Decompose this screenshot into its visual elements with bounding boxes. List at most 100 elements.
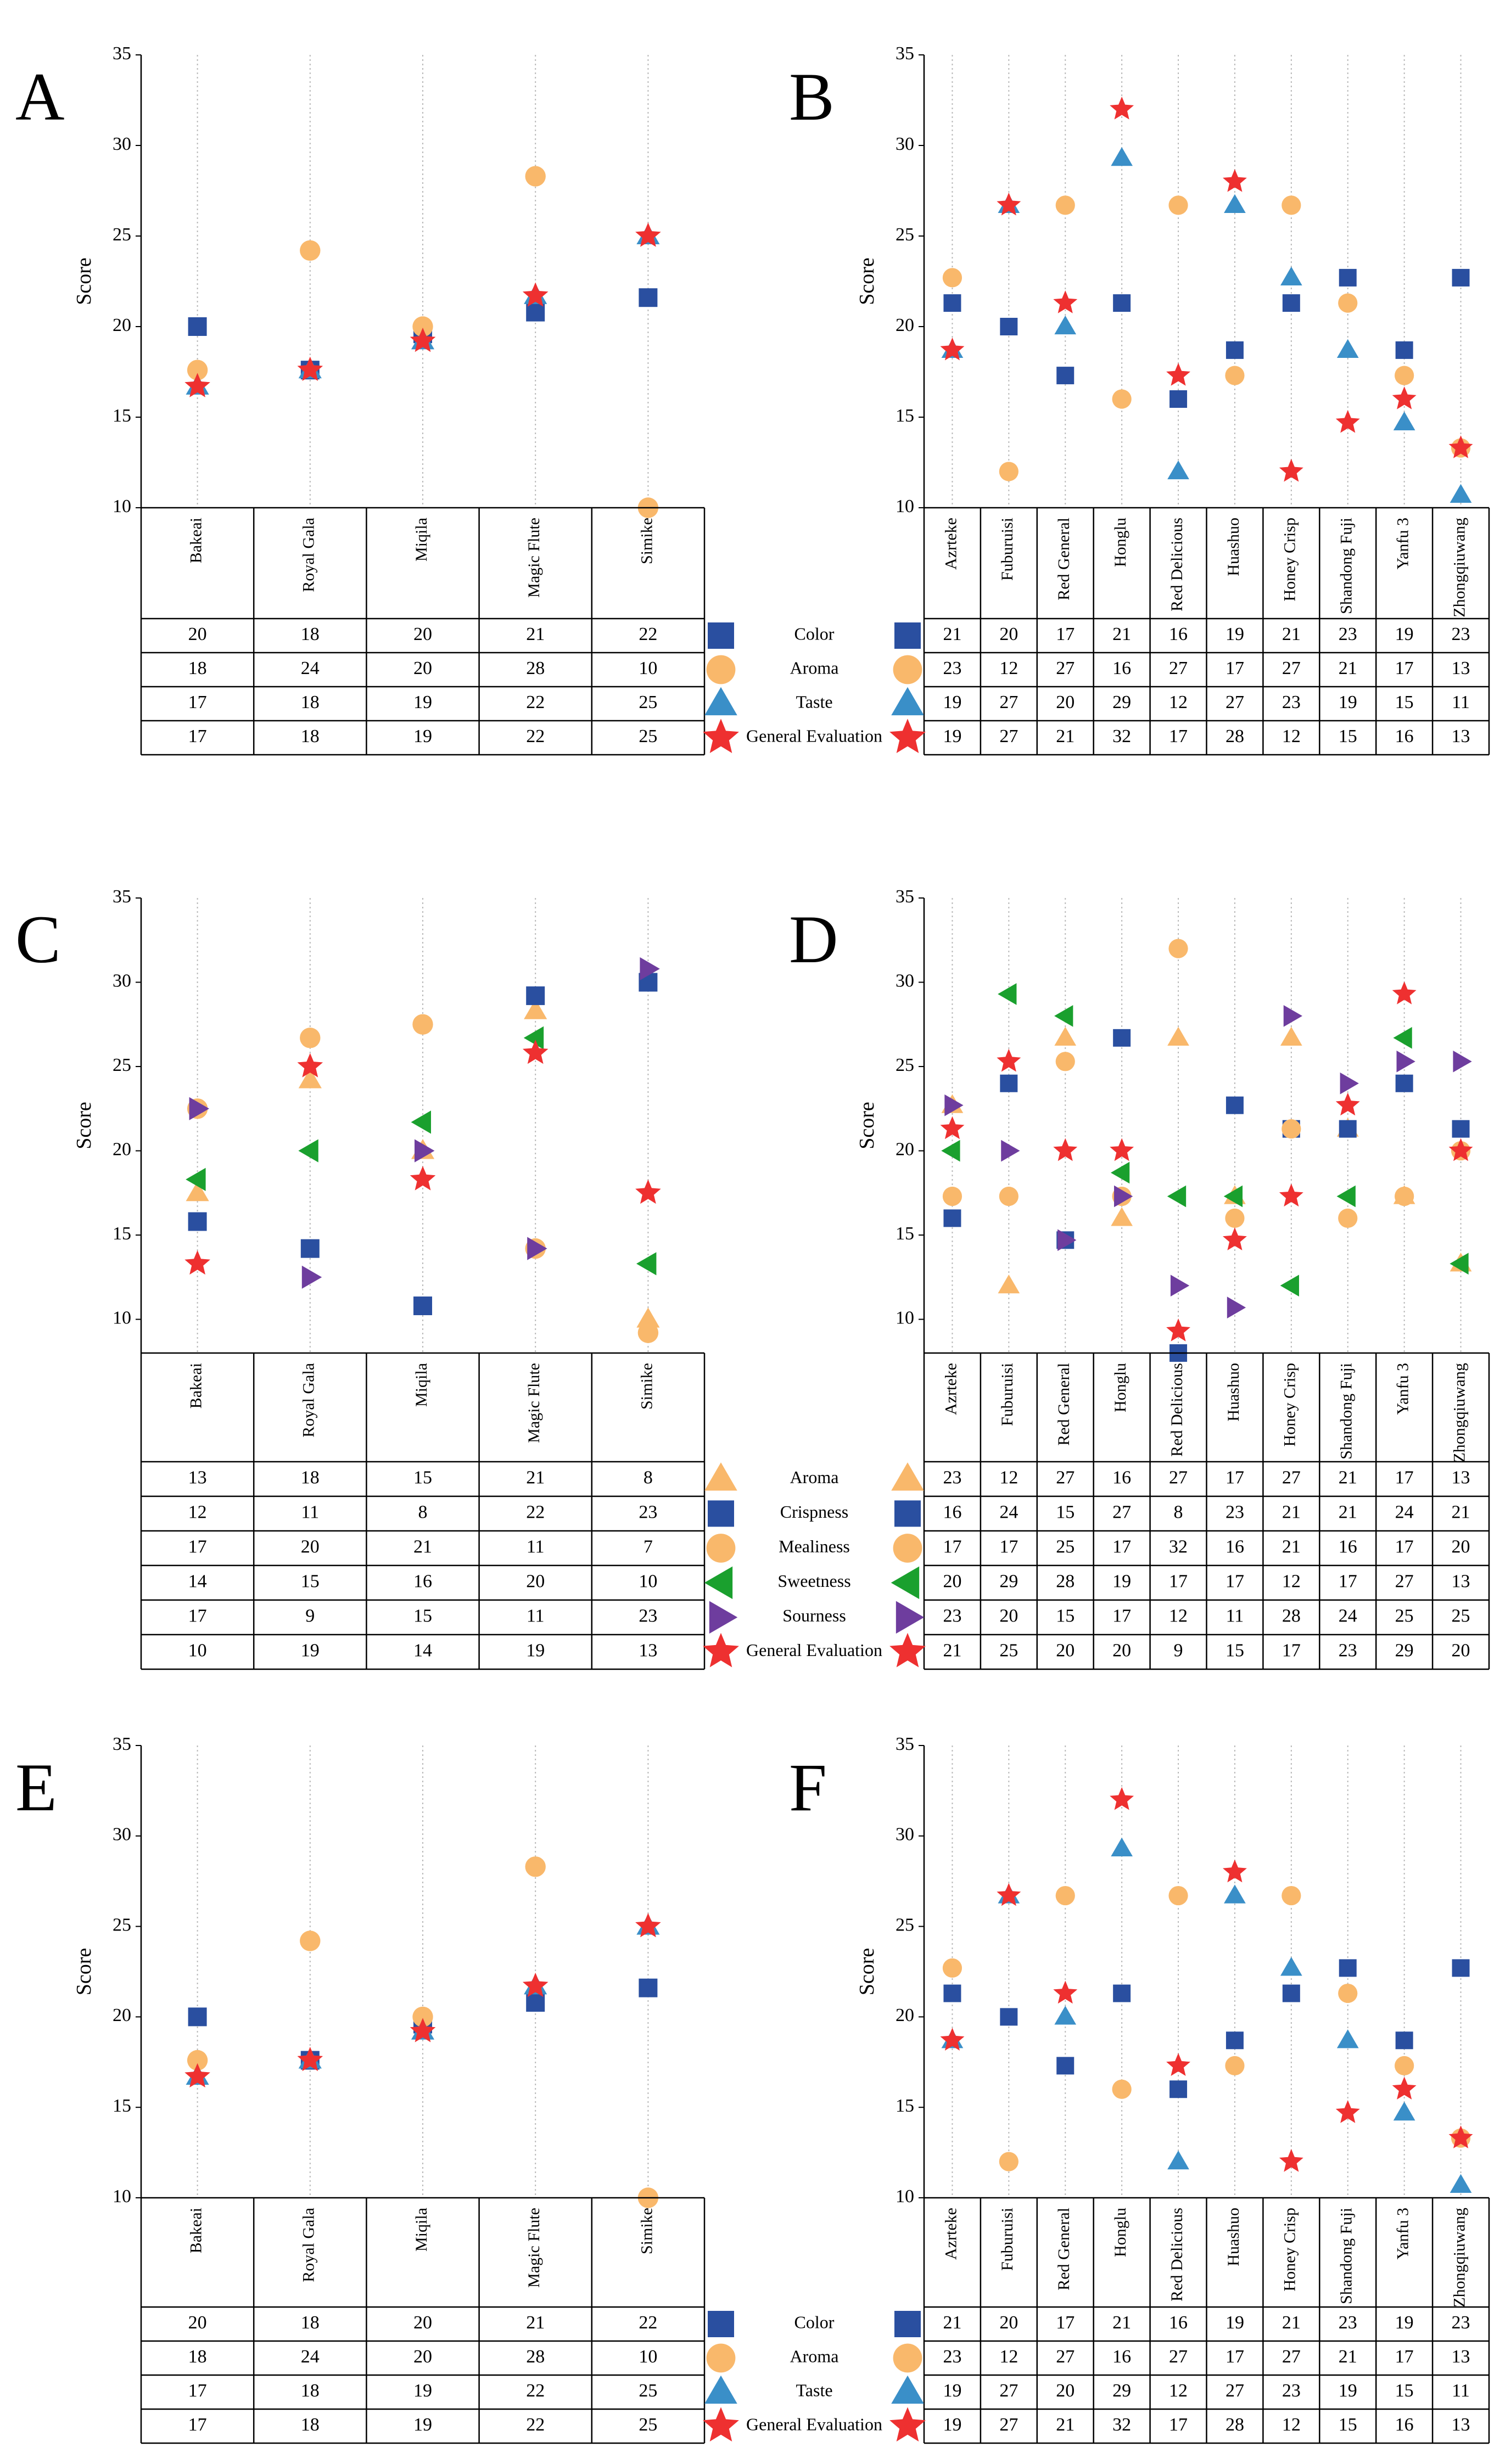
table-cell: 13 <box>1452 2347 1470 2367</box>
legend-label: Mealiness <box>779 1536 850 1556</box>
legend-marker-general-evaluation <box>889 2407 926 2441</box>
table-cell: 29 <box>1112 2381 1131 2401</box>
y-tick-label: 15 <box>113 2096 131 2116</box>
point-sourness <box>944 1094 964 1116</box>
table-cell: 16 <box>1169 624 1188 644</box>
point-aroma <box>300 240 321 261</box>
point-general-evaluation <box>635 1913 661 1938</box>
point-crispness <box>526 986 545 1006</box>
y-axis-label: Score <box>855 1102 878 1149</box>
point-taste <box>1224 1884 1246 1904</box>
table-cell: 28 <box>526 658 545 678</box>
table-cell: 17 <box>1056 2313 1075 2333</box>
point-general-evaluation <box>522 282 549 307</box>
point-sweetness <box>1393 1027 1412 1049</box>
category-label: Royal Gala <box>300 518 318 592</box>
table-cell: 23 <box>943 1467 961 1488</box>
table-cell: 17 <box>999 1536 1018 1557</box>
point-aroma <box>186 1181 209 1202</box>
table-cell: 19 <box>1395 2313 1414 2333</box>
category-label: Bakeai <box>187 1363 205 1408</box>
table-cell: 19 <box>1225 2313 1244 2333</box>
table-cell: 25 <box>639 692 657 712</box>
table-cell: 20 <box>999 2313 1018 2333</box>
point-sourness <box>1057 1229 1077 1251</box>
category-label: Yanfu 3 <box>1394 518 1412 569</box>
table-cell: 24 <box>1395 1502 1414 1522</box>
table-cell: 18 <box>301 2381 320 2401</box>
point-sweetness <box>941 1140 960 1162</box>
table-cell: 23 <box>1452 2313 1470 2333</box>
point-crispness <box>300 1239 320 1258</box>
table-cell: 28 <box>1225 726 1244 747</box>
table-cell: 23 <box>1339 1640 1357 1660</box>
table-cell: 12 <box>1282 726 1301 747</box>
point-general-evaluation <box>1279 1183 1303 1207</box>
table-cell: 21 <box>1339 658 1357 678</box>
point-general-evaluation <box>1166 2053 1190 2076</box>
legend-marker-color <box>894 2311 921 2337</box>
point-aroma <box>525 1856 546 1877</box>
point-aroma <box>524 999 547 1019</box>
table-cell: 17 <box>1112 1606 1131 1626</box>
point-color <box>1113 294 1131 312</box>
point-mealiness <box>1168 939 1188 958</box>
point-general-evaluation <box>1448 1138 1473 1161</box>
table-cell: 13 <box>1452 1571 1470 1591</box>
table-cell: 23 <box>943 2347 961 2367</box>
table-cell: 16 <box>1395 2415 1414 2435</box>
table-cell: 22 <box>526 692 545 712</box>
point-color <box>1339 268 1357 287</box>
category-label: Miqila <box>412 518 430 562</box>
legend-label: Sourness <box>782 1606 846 1625</box>
category-label: Simike <box>637 1363 656 1410</box>
point-sourness <box>527 1237 547 1260</box>
table-cell: 20 <box>413 2313 432 2333</box>
table-cell: 22 <box>526 2415 545 2435</box>
point-aroma <box>1111 1207 1133 1226</box>
table-cell: 20 <box>526 1571 545 1591</box>
table-cell: 28 <box>1225 2415 1244 2435</box>
point-general-evaluation <box>410 327 436 352</box>
table-cell: 21 <box>1452 1502 1470 1522</box>
point-mealiness <box>942 1186 962 1206</box>
point-general-evaluation <box>1166 363 1190 386</box>
table-cell: 12 <box>999 1467 1018 1488</box>
category-label: Shandong Fuji <box>1337 518 1356 614</box>
table-cell: 21 <box>1282 2313 1301 2333</box>
table-cell: 16 <box>1112 658 1131 678</box>
point-general-evaluation <box>1110 1787 1134 1810</box>
point-sweetness <box>1223 1185 1243 1208</box>
point-taste <box>1167 2150 1189 2170</box>
point-aroma <box>1395 366 1414 385</box>
point-aroma <box>1281 1885 1301 1906</box>
table-cell: 17 <box>1169 726 1188 747</box>
category-label: Fuburuisi <box>998 518 1016 581</box>
y-tick-label: 30 <box>896 970 914 991</box>
point-taste <box>1450 2174 1472 2193</box>
point-mealiness <box>1338 1208 1358 1228</box>
table-cell: 19 <box>943 2381 961 2401</box>
table-cell: 17 <box>1395 1467 1414 1488</box>
table-cell: 10 <box>639 2347 657 2367</box>
point-color <box>1169 390 1188 408</box>
category-label: Zhongqiuwang <box>1450 1363 1468 1463</box>
point-general-evaluation <box>522 1972 549 1997</box>
table-cell: 13 <box>639 1640 657 1660</box>
point-aroma <box>1167 1026 1189 1046</box>
point-general-evaluation <box>1392 981 1417 1004</box>
table-cell: 17 <box>1395 658 1414 678</box>
point-general-evaluation <box>1223 169 1247 192</box>
table-cell: 8 <box>643 1467 653 1488</box>
point-aroma <box>1055 195 1075 215</box>
point-color <box>1000 318 1018 335</box>
legend-label: General Evaluation <box>746 2414 882 2434</box>
point-aroma <box>187 2050 208 2071</box>
point-taste <box>1224 194 1246 214</box>
point-taste <box>1111 147 1133 166</box>
point-sourness <box>1227 1296 1246 1318</box>
table-cell: 16 <box>943 1502 961 1522</box>
table-cell: 16 <box>1339 1536 1357 1557</box>
category-label: Red Delicious <box>1168 518 1186 611</box>
